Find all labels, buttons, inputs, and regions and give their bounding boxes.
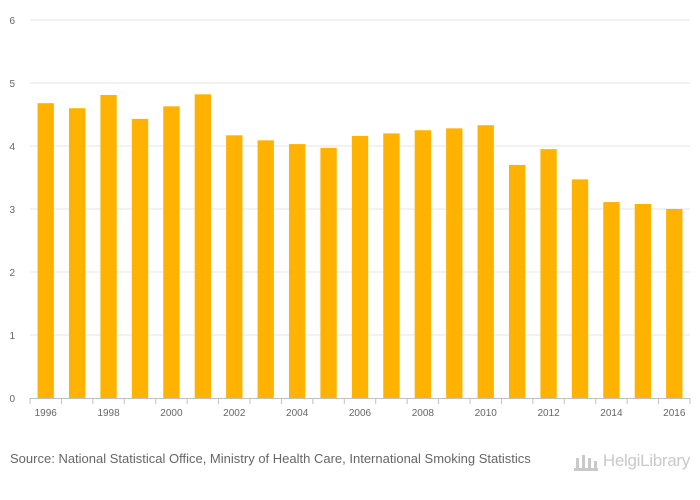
y-tick-label: 4 — [9, 142, 15, 153]
bar — [603, 202, 620, 398]
bar — [351, 135, 369, 399]
x-tick-label: 2014 — [600, 408, 623, 419]
x-tick-label: 2008 — [412, 408, 435, 419]
y-tick-label: 1 — [9, 331, 15, 342]
bar — [383, 133, 400, 398]
x-tick-label: 2004 — [286, 408, 309, 419]
x-tick-label: 2012 — [537, 408, 560, 419]
x-tick-label: 1998 — [97, 408, 120, 419]
bar — [477, 125, 494, 399]
bar — [666, 209, 683, 398]
bar — [37, 103, 54, 398]
axes: 0 1 2 3 4 5 6 1996 1998 2000 2002 2004 2006 2008 2010 2… — [9, 16, 691, 419]
y-tick-label: 2 — [9, 268, 15, 279]
bar-chart: 0 1 2 3 4 5 6 1996 1998 2000 2002 2004 2006 2008 2010 2… — [9, 16, 691, 419]
source-note: Source: National Statistical Office, Min… — [10, 450, 550, 467]
bar — [131, 118, 149, 398]
x-tick-label: 2000 — [160, 408, 183, 419]
bar — [540, 149, 557, 398]
x-tick-label: 2002 — [223, 408, 246, 419]
x-tick-label: 2006 — [349, 408, 372, 419]
x-tick-label: 2010 — [475, 408, 498, 419]
bar — [320, 147, 337, 398]
bar — [634, 203, 652, 398]
bar — [226, 135, 243, 399]
source-text: National Statistical Office, Ministry of… — [58, 451, 531, 466]
brand-logo: HelgiLibrary — [573, 448, 690, 474]
x-tick-label: 1996 — [35, 408, 58, 419]
source-label: Source: — [10, 451, 55, 466]
bar — [446, 128, 463, 399]
chart-canvas: 0 1 2 3 4 5 6 1996 1998 2000 2002 2004 2006 2008 2010 2… — [9, 16, 691, 419]
y-tick-label: 5 — [9, 79, 15, 90]
bar — [68, 108, 86, 398]
x-tick-label: 2016 — [663, 408, 686, 419]
bar — [288, 144, 306, 398]
y-tick-label: 0 — [9, 394, 15, 405]
bar — [257, 140, 274, 398]
bar — [100, 94, 117, 398]
y-tick-label: 3 — [9, 205, 15, 216]
y-tick-label: 6 — [9, 16, 15, 27]
bar — [194, 94, 212, 398]
bar — [571, 179, 589, 398]
bars — [37, 94, 683, 399]
bar — [414, 130, 432, 398]
library-building-icon — [573, 455, 598, 471]
bar — [163, 106, 180, 398]
brand-name: HelgiLibrary — [602, 451, 690, 470]
bar — [508, 164, 526, 398]
